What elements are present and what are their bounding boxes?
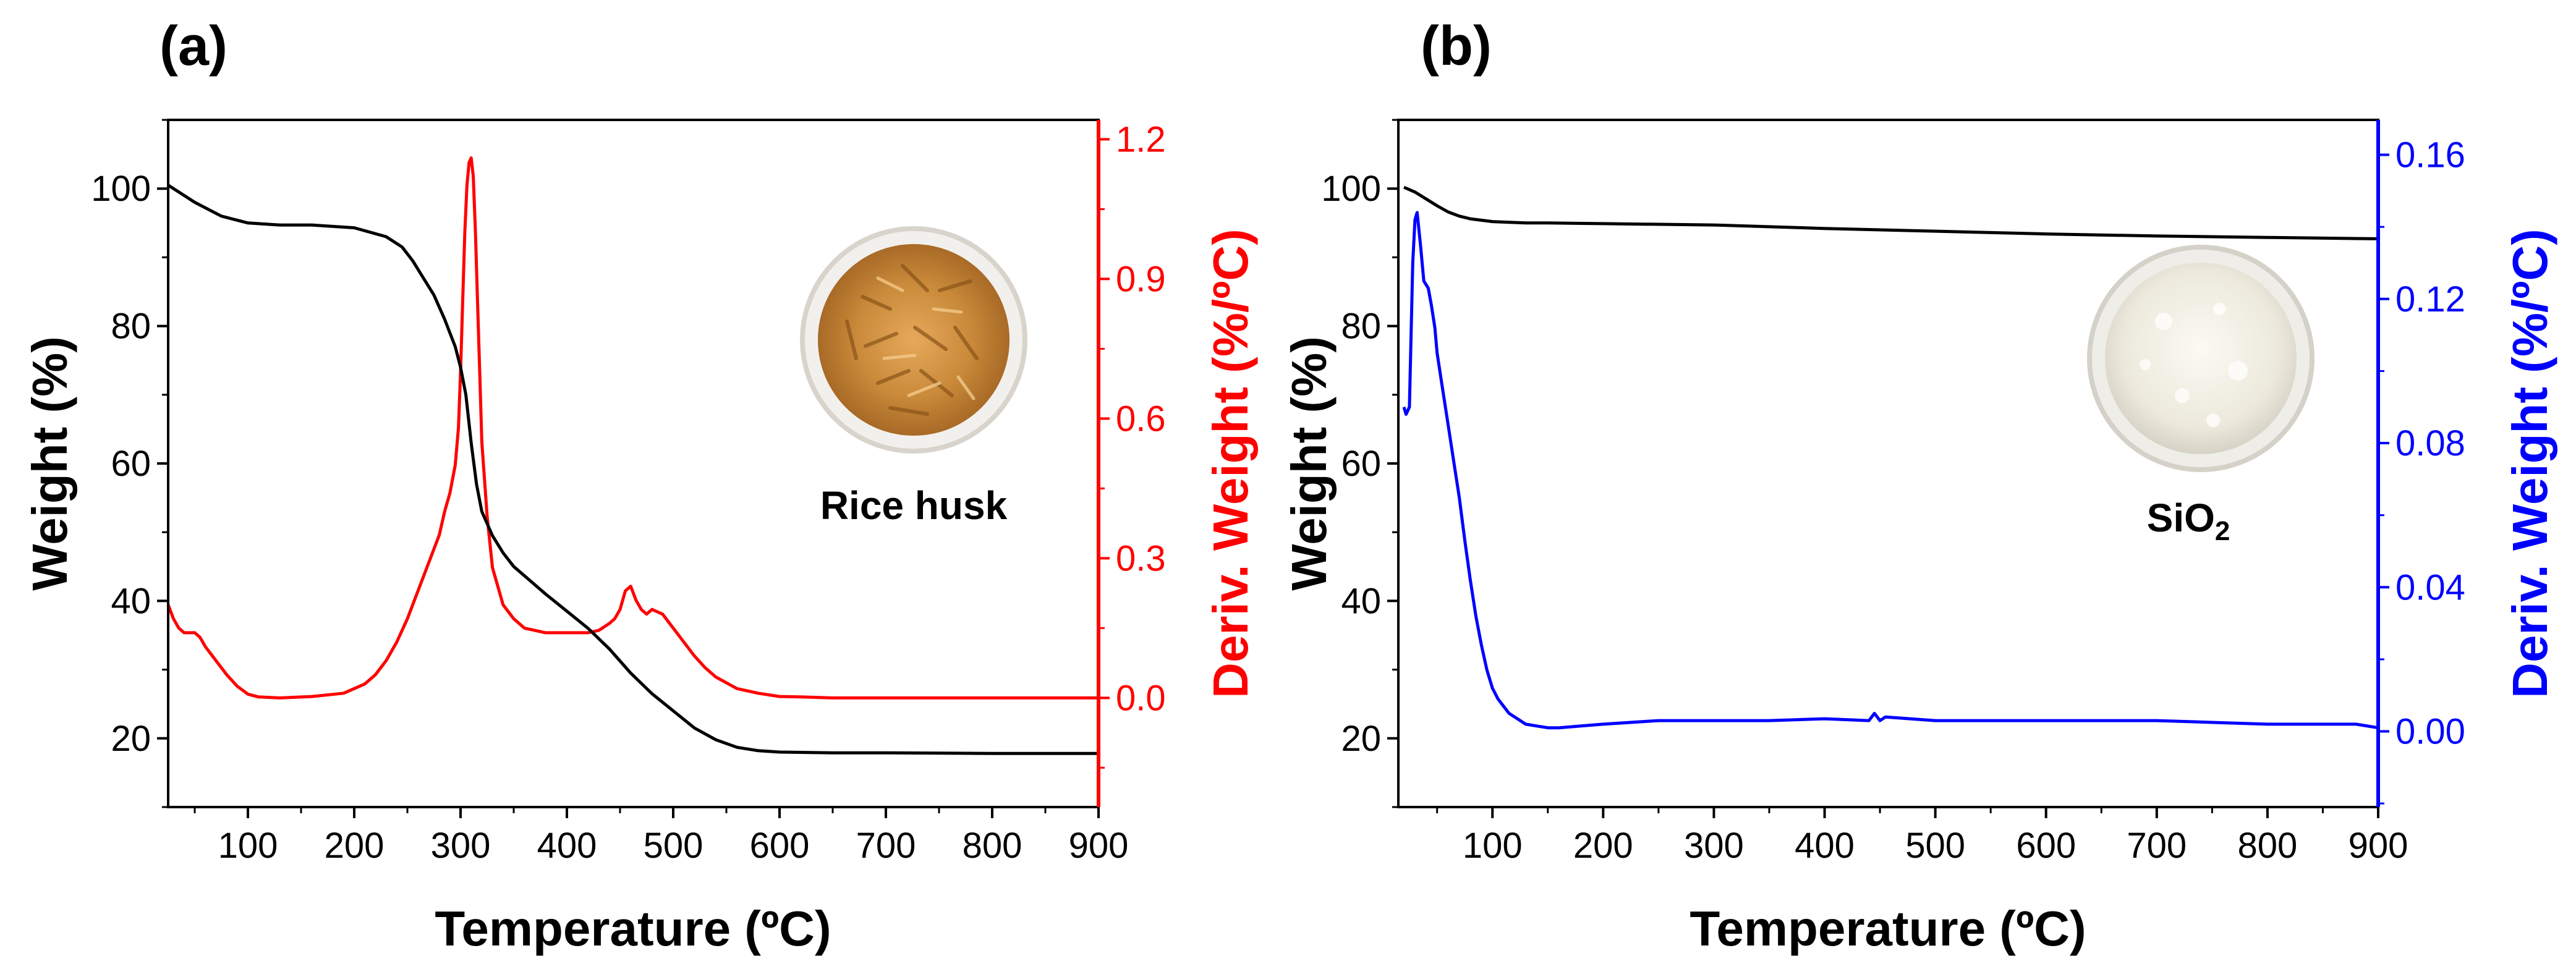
y-tick-label: 100 <box>1321 169 1381 209</box>
panel-b-deriv-series <box>1402 211 2379 730</box>
panel-b-x-axis: 100 200 300 400 500 600 700 800 900 <box>1436 807 2408 866</box>
panel-b-weight-line <box>1403 185 2379 240</box>
panel-a-weight-line <box>167 184 1099 755</box>
x-tick-label: 100 <box>218 826 278 866</box>
x-tick-label: 400 <box>537 826 597 866</box>
panel-a-label: (a) <box>159 15 227 77</box>
panel-b: (b) 100 200 300 400 500 600 700 800 900 20 40 60 80… <box>1282 15 2557 956</box>
y-tick-label: 20 <box>111 719 151 759</box>
y-tick-label: 80 <box>111 307 151 347</box>
x-tick-label: 700 <box>856 826 916 866</box>
x-tick-label: 900 <box>1069 826 1129 866</box>
silica-photo <box>2087 245 2315 472</box>
panel-a-plot-frame <box>167 119 1100 808</box>
panel-a-x-axis-title: Temperature (ºC) <box>435 901 831 956</box>
x-tick-label: 800 <box>963 826 1022 866</box>
y-tick-label: 20 <box>1341 719 1381 759</box>
x-tick-label: 800 <box>2238 826 2298 866</box>
x-tick-label: 900 <box>2349 826 2408 866</box>
y-tick-label: 60 <box>1341 444 1381 484</box>
panel-b-y-axis: 20 40 60 80 100 <box>1321 119 1398 808</box>
panel-a-y-axis: 20 40 60 80 100 <box>91 119 168 808</box>
panel-b-y-axis-title: Weight (%) <box>1282 336 1337 591</box>
panel-b-right-y-axis: 0.00 0.04 0.08 0.12 0.16 <box>2378 135 2465 805</box>
y2-tick-label: 0.00 <box>2395 712 2465 752</box>
x-tick-label: 100 <box>1463 826 1523 866</box>
y-tick-label: 40 <box>111 581 151 621</box>
rice-husk-label: Rice husk <box>820 483 1008 528</box>
x-tick-label: 300 <box>1684 826 1744 866</box>
x-tick-label: 400 <box>1795 826 1855 866</box>
x-tick-label: 300 <box>431 826 491 866</box>
rice-husk-photo <box>800 226 1027 454</box>
x-tick-label: 600 <box>2016 826 2076 866</box>
y2-tick-label: 0.3 <box>1116 538 1166 578</box>
y2-tick-label: 0.6 <box>1116 399 1166 439</box>
y2-tick-label: 0.0 <box>1116 678 1166 718</box>
y-tick-label: 60 <box>111 444 151 484</box>
panel-b-weight-series <box>1403 185 2379 240</box>
panel-a-deriv-weight-line <box>166 156 1099 700</box>
panel-a-deriv-series <box>166 156 1099 700</box>
x-tick-label: 200 <box>1573 826 1633 866</box>
x-tick-label: 200 <box>325 826 385 866</box>
x-tick-label: 500 <box>1905 826 1965 866</box>
x-tick-label: 700 <box>2127 826 2187 866</box>
panel-a-right-y-axis-title: Deriv. Weight (%/ºC) <box>1203 229 1258 698</box>
x-tick-label: 500 <box>644 826 704 866</box>
y2-tick-label: 0.08 <box>2395 423 2465 463</box>
panel-b-right-y-axis-title: Deriv. Weight (%/ºC) <box>2502 229 2557 698</box>
panel-b-deriv-weight-line <box>1402 211 2379 730</box>
panel-b-x-axis-title: Temperature (ºC) <box>1690 901 2086 956</box>
panel-a-x-axis: 100 200 300 400 500 600 700 800 900 <box>193 807 1129 866</box>
y2-tick-label: 0.04 <box>2395 567 2465 607</box>
panel-a-weight-series <box>167 184 1099 755</box>
panel-a-y-axis-title: Weight (%) <box>22 336 77 591</box>
panel-a-right-y-axis: 0.0 0.3 0.6 0.9 1.2 <box>1099 119 1166 769</box>
silica-label: SiO2 <box>2147 496 2230 546</box>
y2-tick-label: 0.9 <box>1116 259 1166 299</box>
panel-b-label: (b) <box>1421 15 1492 77</box>
x-tick-label: 600 <box>750 826 810 866</box>
y-tick-label: 100 <box>91 169 151 209</box>
y2-tick-label: 0.12 <box>2395 279 2465 319</box>
y-tick-label: 80 <box>1341 307 1381 347</box>
y2-tick-label: 0.16 <box>2395 135 2465 176</box>
y2-tick-label: 1.2 <box>1116 119 1166 159</box>
y-tick-label: 40 <box>1341 581 1381 621</box>
panel-a: (a) 100 200 300 400 500 600 700 800 900 20 40 60 80… <box>22 15 1258 956</box>
